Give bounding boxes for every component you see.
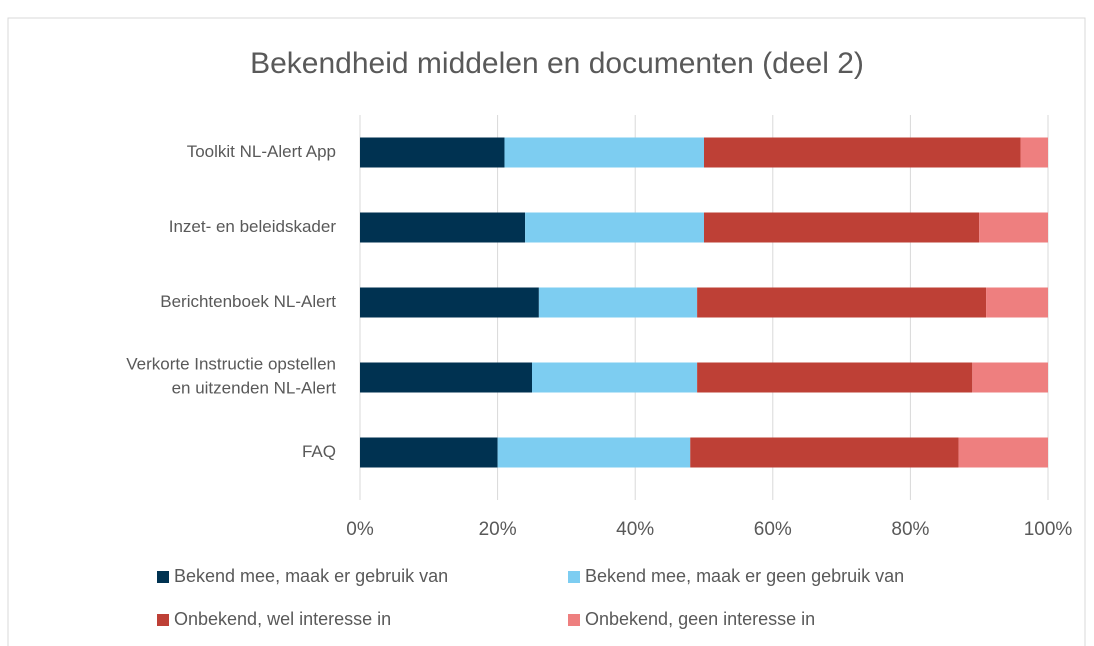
bar-segment [525, 212, 704, 243]
legend-swatch [568, 571, 580, 583]
bar-segment [986, 287, 1048, 318]
x-tick-label: 100% [1024, 519, 1073, 540]
bar-segment [497, 437, 691, 468]
legend-swatch [157, 571, 169, 583]
category-label: Toolkit NL-Alert App [187, 142, 336, 161]
category-label: FAQ [302, 442, 336, 461]
bar-segment [704, 137, 1021, 168]
x-tick-label: 20% [479, 519, 517, 540]
bar-segment [690, 437, 959, 468]
category-label: Berichtenboek NL-Alert [160, 292, 336, 311]
bar-segment [697, 287, 987, 318]
x-tick-label: 80% [891, 519, 929, 540]
x-tick-label: 60% [754, 519, 792, 540]
x-tick-label: 40% [616, 519, 654, 540]
category-label: Verkorte Instructie opstellen en uitzend… [126, 355, 336, 398]
bar-segment [972, 362, 1048, 393]
legend-label: Bekend mee, maak er geen gebruik van [585, 566, 904, 586]
bar-segment [360, 137, 505, 168]
bar-segment [979, 212, 1048, 243]
legend-label: Onbekend, geen interesse in [585, 609, 815, 629]
bar-segment [1020, 137, 1048, 168]
bar-segment [697, 362, 973, 393]
legend-label: Bekend mee, maak er gebruik van [174, 566, 448, 586]
bar-segment [360, 212, 526, 243]
bar-segment [704, 212, 980, 243]
bar-segment [958, 437, 1048, 468]
bar-segment [504, 137, 704, 168]
bar-segment [360, 287, 539, 318]
legend-label: Onbekend, wel interesse in [174, 609, 391, 629]
legend-swatch [157, 614, 169, 626]
bar-segment [532, 362, 698, 393]
bar-segment [538, 287, 698, 318]
bar-segment [360, 437, 498, 468]
x-tick-label: 0% [346, 519, 374, 540]
chart-title: Bekendheid middelen en documenten (deel … [250, 47, 864, 80]
legend-swatch [568, 614, 580, 626]
chart-frame [7, 17, 1086, 646]
bar-segment [360, 362, 532, 393]
category-label: Inzet- en beleidskader [169, 217, 337, 236]
